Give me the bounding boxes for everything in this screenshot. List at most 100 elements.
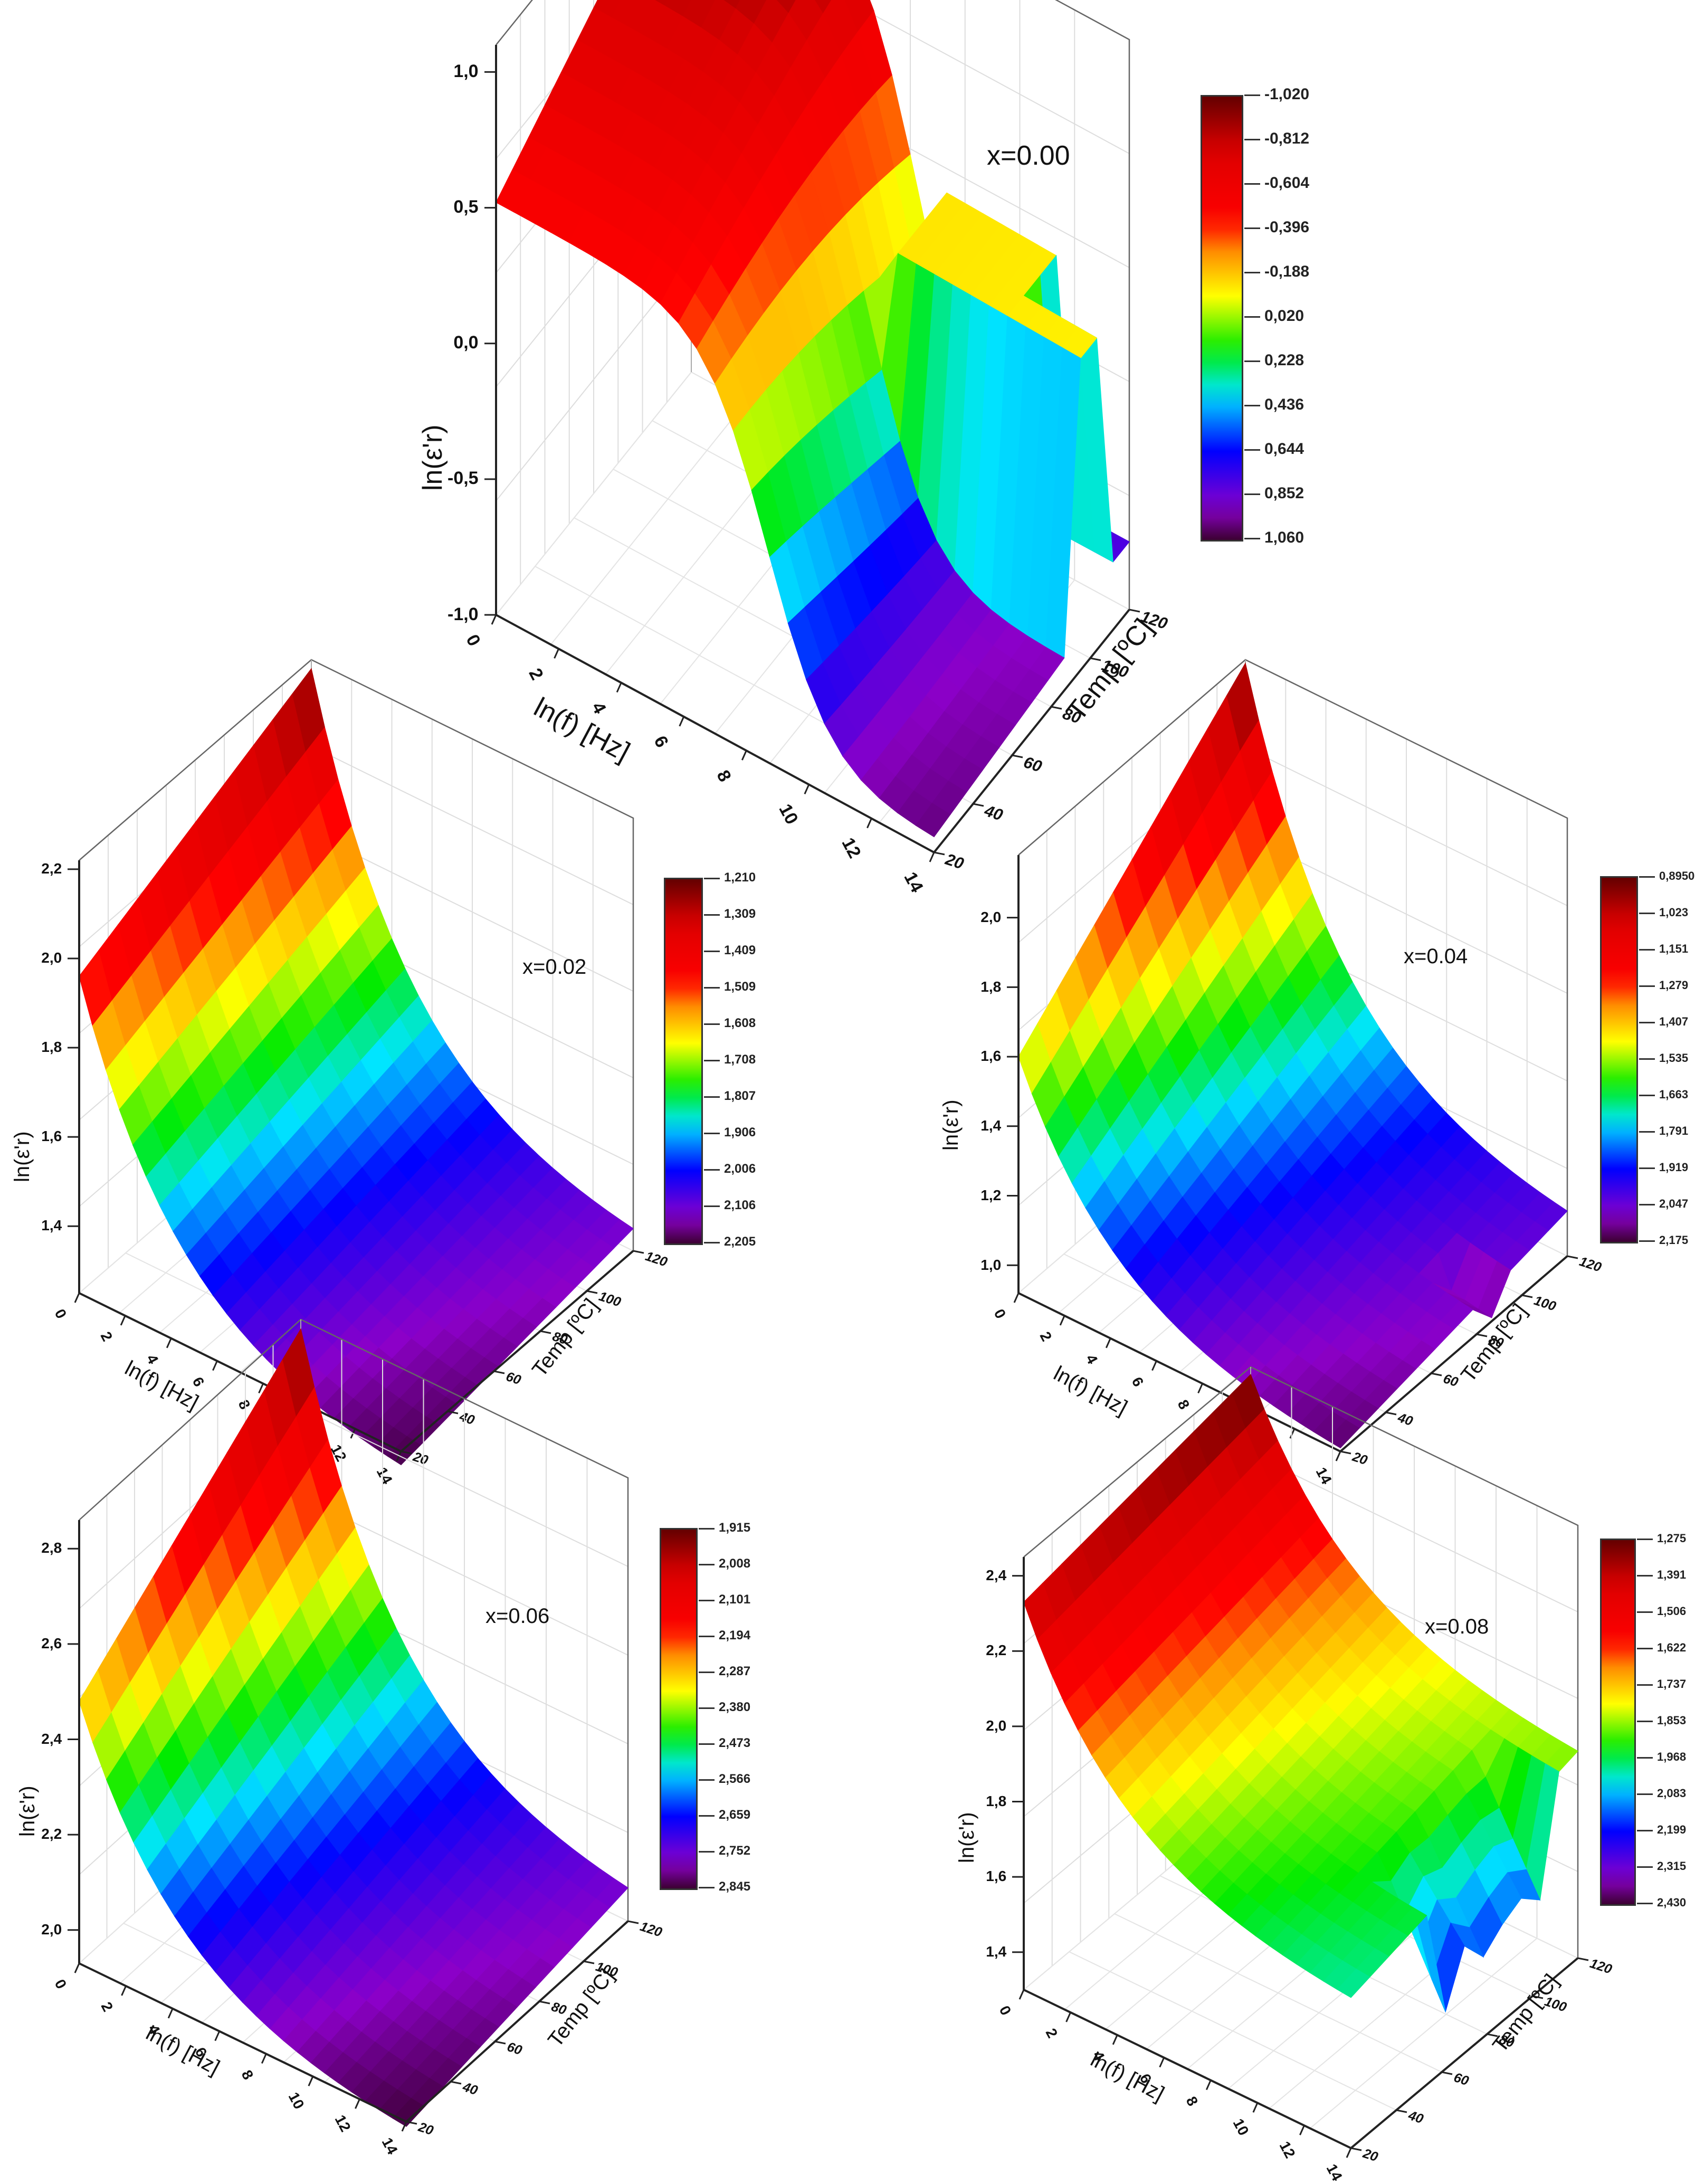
colorbar xyxy=(1201,95,1243,542)
colorbar-tick-label: 2,006 xyxy=(703,1161,756,1176)
colorbar-tick-label: 2,287 xyxy=(698,1664,751,1678)
axis-lines xyxy=(68,1520,639,2132)
colorbar-tick-label: 0,8950 xyxy=(1639,869,1695,882)
colorbar-tick-label: 1,737 xyxy=(1636,1677,1687,1691)
z-tick-label: 2,2 xyxy=(41,860,62,877)
surface-plot-canvas xyxy=(484,0,1140,862)
colorbar-tick-label: 2,083 xyxy=(1636,1786,1687,1800)
surface-plot-canvas xyxy=(68,1318,639,2132)
z-tick-label: 2,0 xyxy=(980,908,1002,925)
z-tick-label: 2,8 xyxy=(41,1540,62,1556)
colorbar-tick-label: 2,845 xyxy=(698,1879,751,1894)
z-tick-label: 2,4 xyxy=(986,1566,1007,1583)
colorbar-tick-label: 1,279 xyxy=(1639,978,1689,992)
colorbar-tick-label: 0,436 xyxy=(1244,396,1304,413)
colorbar-tick-label: 2,175 xyxy=(1639,1233,1689,1247)
colorbar-tick-label: 1,023 xyxy=(1639,905,1689,919)
z-tick-label: -0,5 xyxy=(447,468,479,489)
colorbar-tick-label: -0,188 xyxy=(1244,263,1310,280)
z-tick-label: 1,0 xyxy=(453,61,479,82)
z-tick-label: 1,4 xyxy=(986,1943,1007,1960)
z-axis-title: ln(ε'r) xyxy=(955,1812,978,1863)
colorbar-tick-label: 1,060 xyxy=(1244,529,1304,546)
colorbar xyxy=(660,1528,698,1890)
surface-plot-canvas xyxy=(68,659,644,1466)
colorbar-tick-label: 1,535 xyxy=(1639,1051,1689,1065)
colorbar-tick-label: 1,608 xyxy=(703,1015,756,1030)
colorbar-tick-label: 1,151 xyxy=(1639,942,1689,955)
colorbar-tick-label: 0,228 xyxy=(1244,352,1304,369)
composition-label: x=0.08 xyxy=(1425,1615,1489,1638)
colorbar-tick-label: 2,315 xyxy=(1636,1859,1687,1873)
colorbar-tick-label: 2,106 xyxy=(703,1198,756,1212)
temp-tick-label: 20 xyxy=(1361,2146,1380,2165)
colorbar-tick-label: 1,407 xyxy=(1639,1014,1689,1028)
axis-lines xyxy=(1007,855,1578,1461)
z-tick-label: 1,6 xyxy=(41,1128,62,1145)
colorbar-tick-label: 1,708 xyxy=(703,1052,756,1067)
z-tick-label: 1,8 xyxy=(980,978,1002,995)
surface-plot-canvas xyxy=(1007,659,1578,1461)
colorbar xyxy=(664,878,703,1245)
colorbar-tick-label: 2,047 xyxy=(1639,1197,1689,1210)
colorbar-tick-label: -0,604 xyxy=(1244,174,1310,192)
colorbar-tick-label: 0,644 xyxy=(1244,440,1304,458)
colorbar-tick-label: -0,396 xyxy=(1244,219,1310,236)
colorbar-tick-label: 1,919 xyxy=(1639,1160,1689,1174)
colorbar-tick-label: 1,210 xyxy=(703,870,756,885)
colorbar-tick-label: 1,275 xyxy=(1636,1531,1687,1545)
z-tick-label: 1,6 xyxy=(980,1048,1002,1065)
colorbar-tick-label: 1,663 xyxy=(1639,1087,1689,1101)
lnf-tick-label: 12 xyxy=(1276,2139,1299,2161)
axis-lines xyxy=(68,860,644,1461)
z-tick-label: 2,0 xyxy=(41,1921,62,1938)
surface-mesh xyxy=(79,1328,629,2127)
z-tick-label: 1,4 xyxy=(980,1117,1002,1134)
colorbar-tick-label: -0,812 xyxy=(1244,130,1310,147)
z-tick-label: 1,4 xyxy=(41,1217,62,1234)
colorbar-tick-label: 1,807 xyxy=(703,1088,756,1103)
z-tick-label: 1,2 xyxy=(980,1186,1002,1203)
colorbar-tick-label: 2,380 xyxy=(698,1699,751,1714)
colorbar-tick-label: 1,409 xyxy=(703,943,756,957)
colorbar-tick-label: 2,473 xyxy=(698,1735,751,1750)
lnf-tick-label: 10 xyxy=(1230,2116,1252,2139)
z-tick-label: 0,5 xyxy=(453,197,479,217)
colorbar-tick-label: 2,659 xyxy=(698,1807,751,1822)
surface-mesh xyxy=(79,668,634,1466)
surface-plot-canvas xyxy=(1012,1366,1589,2158)
z-tick-label: 2,6 xyxy=(41,1635,62,1652)
colorbar-tick-label: 1,622 xyxy=(1636,1640,1687,1654)
colorbar-tick-label: 2,101 xyxy=(698,1592,751,1607)
colorbar-tick-label: 1,791 xyxy=(1639,1124,1689,1137)
z-tick-label: 1,6 xyxy=(986,1868,1007,1885)
axis-lines xyxy=(484,45,1140,862)
colorbar-tick-label: 1,506 xyxy=(1636,1604,1687,1618)
colorbar-tick-label: 2,566 xyxy=(698,1771,751,1786)
colorbar-tick-label: 1,853 xyxy=(1636,1713,1687,1727)
temp-tick-label: 40 xyxy=(1406,2108,1425,2127)
lnf-tick-label: 12 xyxy=(331,2112,354,2135)
composition-label: x=0.04 xyxy=(1404,945,1468,968)
z-tick-label: 2,4 xyxy=(41,1730,62,1747)
z-tick-label: 1,0 xyxy=(980,1256,1002,1273)
colorbar-tick-label: 1,915 xyxy=(698,1520,751,1535)
surface-mesh xyxy=(1018,662,1568,1449)
colorbar-tick-label: 2,430 xyxy=(1636,1895,1687,1909)
z-tick-label: 2,0 xyxy=(986,1717,1007,1734)
composition-label: x=0.00 xyxy=(987,140,1070,171)
z-tick-label: 1,8 xyxy=(986,1792,1007,1809)
colorbar xyxy=(1600,1539,1636,1906)
composition-label: x=0.02 xyxy=(522,955,587,979)
colorbar-tick-label: 2,752 xyxy=(698,1843,751,1858)
lnf-tick-label: 14 xyxy=(1323,2161,1346,2184)
colorbar-tick-label: 0,852 xyxy=(1244,485,1304,502)
surface-mesh xyxy=(1023,1374,1578,2013)
colorbar-tick-label: 1,391 xyxy=(1636,1568,1687,1581)
lnf-tick-label: 14 xyxy=(378,2135,401,2158)
z-tick-label: 0,0 xyxy=(453,333,479,353)
z-tick-label: 2,2 xyxy=(986,1642,1007,1659)
colorbar-tick-label: 2,008 xyxy=(698,1556,751,1571)
colorbar-tick-label: 2,205 xyxy=(703,1234,756,1249)
colorbar-tick-label: 1,509 xyxy=(703,979,756,994)
